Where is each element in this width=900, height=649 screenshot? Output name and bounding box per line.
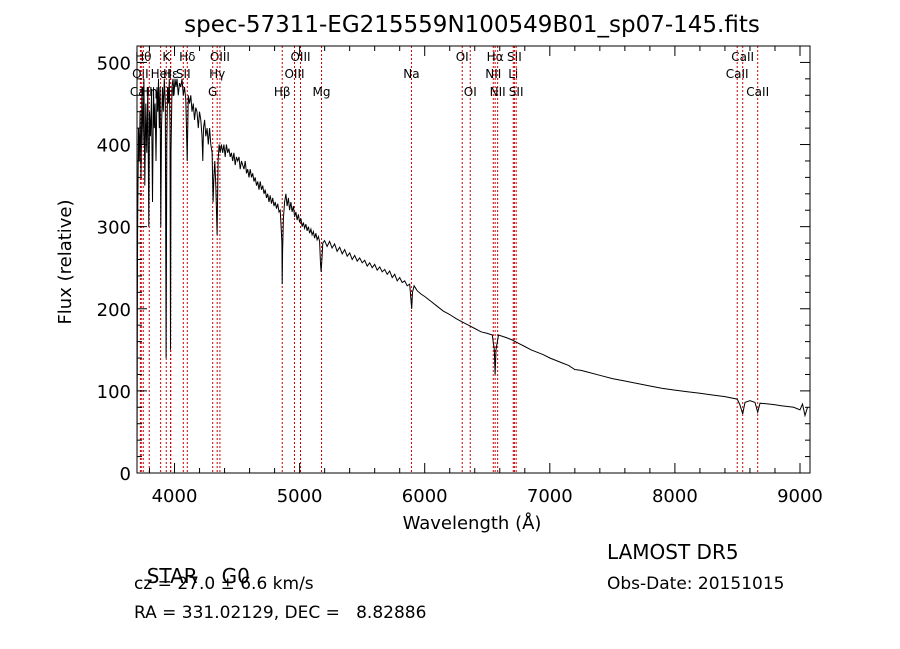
- line-marker-label-11: Hγ: [209, 67, 225, 81]
- line-marker-label-15: OIII: [290, 50, 310, 64]
- line-marker-label-26: CaII: [726, 67, 749, 81]
- line-marker-label-13: Hβ: [274, 85, 291, 99]
- line-marker-label-10: OIII: [210, 50, 230, 64]
- x-tick-label-3: 7000: [527, 486, 573, 507]
- subclass-label: G0: [221, 564, 250, 588]
- plot-frame: [136, 45, 811, 474]
- line-marker-label-14: OIII: [284, 67, 304, 81]
- line-marker-label-23: SII: [507, 50, 522, 64]
- line-marker-label-2: Hθ: [135, 50, 151, 64]
- coordinates-label: RA = 331.02129, DEC = 8.82886: [134, 603, 427, 623]
- line-marker-label-21: Hα: [487, 50, 504, 64]
- line-marker-label-20: NII: [485, 67, 501, 81]
- y-tick-label-3: 300: [97, 218, 131, 239]
- line-marker-label-28: CaII: [746, 85, 769, 99]
- spectrum-series-line: [136, 78, 808, 465]
- x-tick-label-0: 4000: [152, 486, 198, 507]
- y-tick-label-2: 200: [97, 300, 131, 321]
- line-marker-label-4: HeI: [151, 67, 171, 81]
- line-marker-label-5: K: [162, 50, 171, 64]
- line-marker-label-0: OII: [132, 67, 149, 81]
- spectral-line-markers: OIICaIIHθHηHeIKHHεHδSIIOIIIHγGHβOIIIOIII…: [130, 46, 769, 473]
- line-marker-label-7: Hε: [163, 67, 179, 81]
- y-axis-label: Flux (relative): [55, 199, 76, 324]
- y-axis: 0 100 200 300 400 500: [97, 53, 810, 485]
- line-marker-label-22: NII: [490, 85, 506, 99]
- x-tick-label-1: 5000: [277, 486, 323, 507]
- line-marker-label-17: Na: [403, 67, 419, 81]
- line-marker-label-27: CaII: [731, 50, 754, 64]
- x-axis-label: Wavelength (Å): [403, 512, 542, 534]
- y-tick-label-1: 100: [97, 382, 131, 403]
- line-marker-label-9: SII: [176, 67, 191, 81]
- y-tick-label-4: 400: [97, 136, 131, 157]
- x-axis: 4000 5000 6000 7000 8000 9000: [149, 46, 823, 507]
- class-label: STAR: [146, 564, 198, 588]
- obs-date-label: Obs-Date: 20151015: [607, 574, 785, 594]
- object-class: STAR G0: [134, 540, 250, 588]
- x-tick-label-2: 6000: [402, 486, 448, 507]
- survey-label: LAMOST DR5: [607, 540, 739, 564]
- x-tick-label-4: 8000: [652, 486, 698, 507]
- line-marker-label-1: CaII: [130, 85, 153, 99]
- line-marker-label-8: Hδ: [179, 50, 195, 64]
- line-marker-label-24: Li: [508, 67, 518, 81]
- y-tick-label-0: 0: [120, 464, 131, 485]
- x-tick-label-5: 9000: [777, 486, 823, 507]
- chart-title: spec-57311-EG215559N100549B01_sp07-145.f…: [184, 12, 760, 38]
- redshift-label: cz = 27.0 ± 6.6 km/s: [134, 574, 314, 594]
- line-marker-label-25: SII: [509, 85, 524, 99]
- y-tick-label-5: 500: [97, 53, 131, 74]
- line-marker-label-16: Mg: [313, 85, 331, 99]
- line-marker-label-18: OI: [456, 50, 469, 64]
- line-marker-label-19: OI: [464, 85, 477, 99]
- line-marker-label-12: G: [208, 85, 217, 99]
